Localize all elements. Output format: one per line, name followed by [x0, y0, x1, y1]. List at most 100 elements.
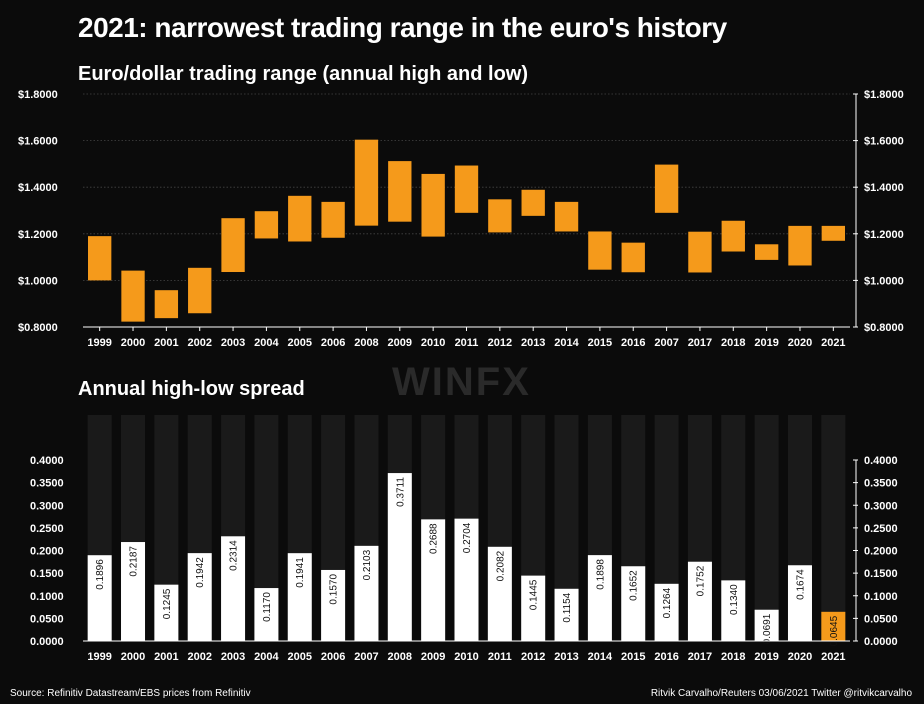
range-bar-2013 [521, 189, 545, 216]
x-tick-label-1999: 1999 [87, 651, 111, 663]
x-tick-label-2016: 2016 [654, 651, 678, 663]
y-tick-label-right: 0.3500 [864, 478, 898, 490]
data-label-2008: 0.3711 [395, 477, 406, 507]
y-tick-label-right: 0.0500 [864, 613, 898, 625]
column-shade [821, 415, 846, 641]
data-label-2007: 0.2103 [362, 549, 373, 580]
range-bar-2002 [188, 267, 212, 314]
spread-bar-2009 [421, 519, 446, 641]
data-label-2016: 0.1264 [662, 587, 673, 618]
y-tick-label-left: $1.4000 [18, 182, 58, 194]
x-tick-label-2011: 2011 [488, 651, 512, 663]
spread-bar-2001 [154, 584, 179, 641]
range-bar-2001 [154, 290, 179, 319]
data-label-2011: 0.2082 [495, 550, 506, 581]
x-tick-label-2008: 2008 [354, 337, 378, 349]
watermark-logo: WINFX [392, 360, 531, 404]
range-bar-2020 [788, 225, 812, 266]
spread-bar-2011 [487, 546, 512, 641]
x-tick-label-2002: 2002 [187, 337, 211, 349]
x-tick-label-2021: 2021 [821, 651, 845, 663]
x-tick-label-2018: 2018 [721, 337, 745, 349]
data-label-2017: 0.1752 [695, 565, 706, 596]
data-label-2015: 0.1652 [629, 570, 640, 601]
range-bar-2021 [821, 225, 845, 241]
spread-bar-2019 [754, 609, 779, 641]
range-bar-2015 [588, 231, 612, 270]
range-bar-2016 [621, 242, 645, 273]
y-tick-label-right: $1.2000 [864, 229, 904, 241]
x-tick-label-2005: 2005 [288, 337, 312, 349]
x-tick-label-2004: 2004 [254, 651, 279, 663]
range-bar-2018 [721, 220, 745, 252]
y-tick-label-left: $1.8000 [18, 89, 58, 101]
chart-title: 2021: narrowest trading range in the eur… [78, 12, 727, 43]
data-label-2021: 0.0645 [829, 615, 840, 646]
y-tick-label-right: $0.8000 [864, 322, 904, 334]
spread-bar-2021 [821, 611, 846, 641]
range-bar-2004 [254, 211, 279, 239]
x-tick-label-2020: 2020 [788, 337, 812, 349]
x-tick-label-2003: 2003 [221, 651, 245, 663]
spread-chart-title: Annual high-low spread [78, 378, 305, 400]
data-label-2002: 0.1942 [195, 557, 206, 588]
spread-bar-2003 [221, 536, 246, 641]
data-label-2014: 0.1898 [595, 559, 606, 590]
y-tick-label-left: 0.4000 [30, 455, 64, 467]
credit-note: Ritvik Carvalho/Reuters 03/06/2021 Twitt… [650, 688, 912, 699]
spread-bar-2012 [521, 575, 546, 641]
spread-bar-2005 [287, 553, 312, 641]
range-bar-2006 [321, 201, 345, 238]
range-bar-2003 [221, 218, 245, 273]
x-tick-label-2001: 2001 [154, 651, 178, 663]
x-tick-label-2017: 2017 [688, 651, 712, 663]
x-tick-label-2013: 2013 [554, 651, 578, 663]
range-bar-2011 [454, 165, 479, 213]
range-bar-2007 [654, 164, 679, 213]
spread-bar-2018 [721, 580, 746, 641]
data-label-2020: 0.1674 [795, 569, 806, 600]
x-tick-label-2016: 2016 [621, 337, 645, 349]
x-tick-label-2006: 2006 [321, 337, 345, 349]
y-tick-label-right: $1.4000 [864, 182, 904, 194]
x-tick-label-2001: 2001 [154, 337, 178, 349]
range-bar-2008 [354, 139, 379, 226]
y-tick-label-right: 0.3000 [864, 500, 898, 512]
x-tick-label-2014: 2014 [554, 337, 579, 349]
x-tick-label-2019: 2019 [754, 337, 778, 349]
x-tick-label-2009: 2009 [388, 337, 412, 349]
x-tick-label-2011: 2011 [455, 337, 479, 349]
x-tick-label-2010: 2010 [421, 337, 445, 349]
x-tick-label-2017: 2017 [688, 337, 712, 349]
y-tick-label-left: $1.2000 [18, 229, 58, 241]
y-tick-label-right: $1.6000 [864, 136, 904, 148]
data-label-2013: 0.1154 [562, 592, 573, 622]
range-bar-2005 [288, 195, 312, 242]
x-tick-label-2019: 2019 [754, 651, 778, 663]
spread-bar-2015 [621, 566, 646, 641]
range-bar-1999 [88, 236, 112, 281]
column-shade [754, 415, 779, 641]
data-label-1999: 0.1896 [95, 559, 106, 590]
range-bar-2000 [121, 270, 145, 322]
spread-bar-2006 [321, 569, 346, 641]
x-tick-label-2007: 2007 [654, 337, 678, 349]
y-tick-label-left: 0.3000 [30, 500, 64, 512]
spread-bar-2008 [387, 473, 412, 641]
source-note: Source: Refinitiv Datastream/EBS prices … [10, 688, 251, 699]
x-tick-label-2009: 2009 [421, 651, 445, 663]
y-tick-label-right: 0.4000 [864, 455, 898, 467]
data-label-2003: 0.2314 [229, 540, 240, 571]
x-tick-label-2014: 2014 [588, 651, 613, 663]
spread-bar-2000 [121, 542, 146, 641]
x-tick-label-1999: 1999 [87, 337, 111, 349]
y-tick-label-left: 0.0500 [30, 613, 64, 625]
spread-bar-2010 [454, 518, 479, 641]
y-tick-label-right: 0.1000 [864, 591, 898, 603]
spread-bar-2014 [587, 555, 612, 641]
range-bar-2017 [688, 231, 712, 273]
y-tick-label-right: $1.8000 [864, 89, 904, 101]
range-bar-2014 [554, 201, 579, 232]
data-label-2001: 0.1245 [162, 588, 173, 619]
y-tick-label-left: 0.1000 [30, 591, 64, 603]
